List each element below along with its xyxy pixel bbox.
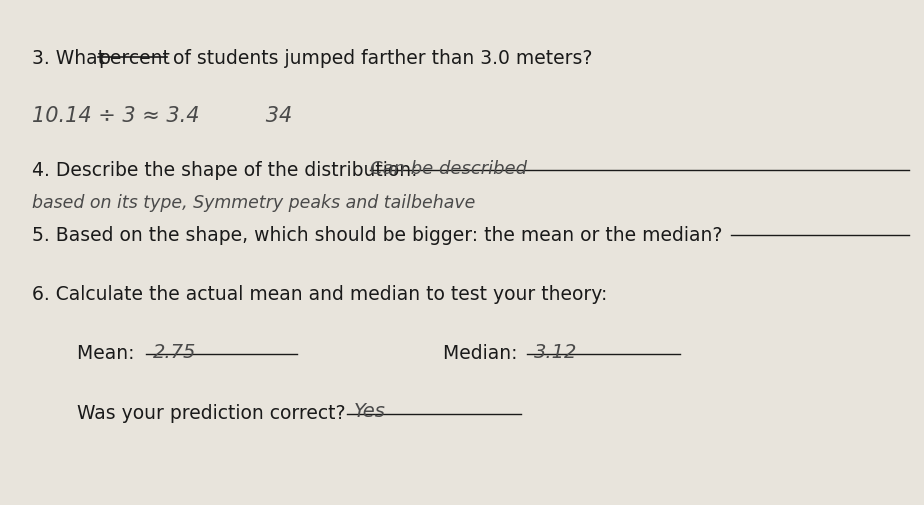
Text: 3. What: 3. What xyxy=(31,49,111,68)
Text: Mean:: Mean: xyxy=(78,344,140,364)
Text: Can be described: Can be described xyxy=(370,160,527,178)
Text: Median:: Median: xyxy=(443,344,523,364)
Text: 6. Calculate the actual mean and median to test your theory:: 6. Calculate the actual mean and median … xyxy=(31,285,607,304)
Text: Was your prediction correct?: Was your prediction correct? xyxy=(78,404,352,423)
Text: percent: percent xyxy=(98,49,170,68)
Text: 2.75: 2.75 xyxy=(153,343,197,362)
Text: of students jumped farther than 3.0 meters?: of students jumped farther than 3.0 mete… xyxy=(167,49,592,68)
Text: 5. Based on the shape, which should be bigger: the mean or the median?: 5. Based on the shape, which should be b… xyxy=(31,226,728,245)
Text: 4. Describe the shape of the distribution:: 4. Describe the shape of the distributio… xyxy=(31,161,423,180)
Text: Yes: Yes xyxy=(354,402,386,422)
Text: 3.12: 3.12 xyxy=(534,343,578,362)
Text: 10.14 ÷ 3 ≈ 3.4          34: 10.14 ÷ 3 ≈ 3.4 34 xyxy=(31,106,292,126)
Text: based on its type, Symmetry peaks and tailbehave: based on its type, Symmetry peaks and ta… xyxy=(31,194,475,212)
